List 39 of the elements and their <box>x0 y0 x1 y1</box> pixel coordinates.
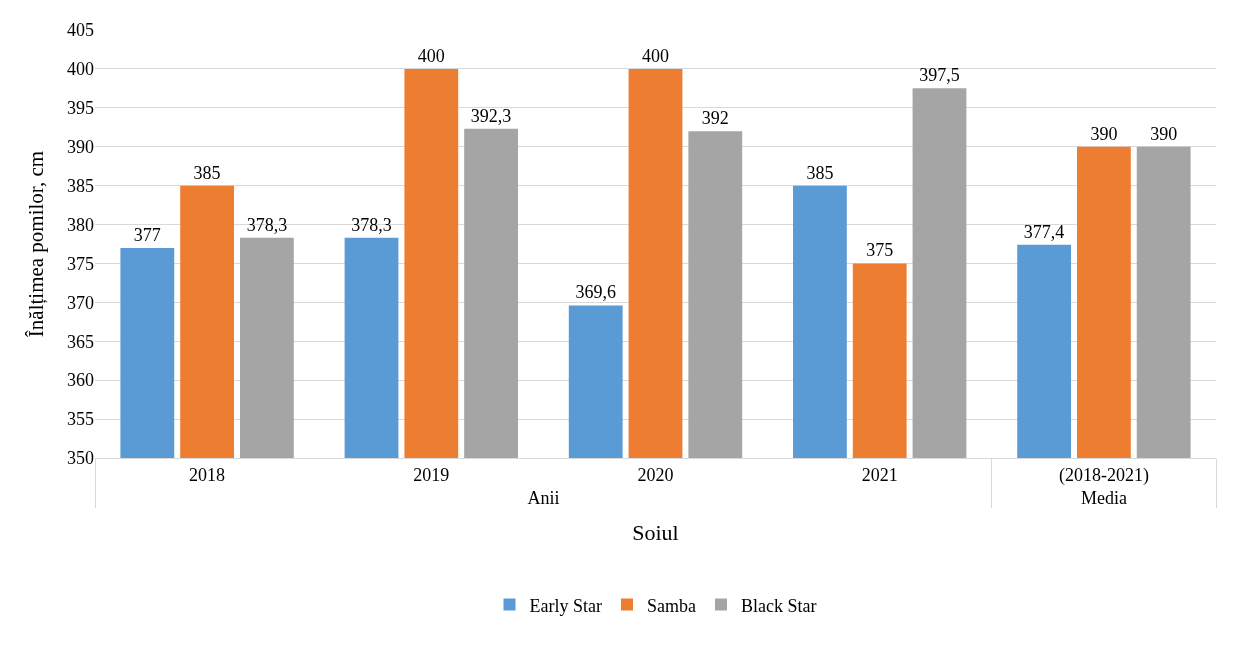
y-tick-label: 405 <box>67 20 94 41</box>
legend-label: Black Star <box>740 595 817 616</box>
data-label: 378,3 <box>351 214 392 235</box>
data-label: 369,6 <box>575 282 616 303</box>
y-axis-title: Înălțimea pomilor, cm <box>24 150 48 338</box>
data-label: 392 <box>701 108 729 129</box>
legend-label: Samba <box>646 595 696 616</box>
data-label: 378,3 <box>246 214 288 235</box>
data-label: 397,5 <box>919 65 960 86</box>
data-label: 377,4 <box>1023 221 1065 242</box>
y-tick-label: 350 <box>67 448 94 469</box>
data-label: 385 <box>806 162 834 183</box>
y-tick-label: 370 <box>67 292 94 313</box>
x-tick-label: 2019 <box>413 464 450 485</box>
data-label: 377 <box>133 224 161 245</box>
y-tick-label: 395 <box>67 98 94 119</box>
data-label: 400 <box>642 45 669 66</box>
x-tick-label: (2018-2021) <box>1058 464 1149 486</box>
data-label: 392,3 <box>470 105 512 126</box>
y-tick-label: 400 <box>67 59 94 80</box>
y-tick-label: 390 <box>67 137 94 158</box>
x-axis-title: Soiul <box>632 520 679 546</box>
y-tick-label: 365 <box>67 331 94 352</box>
text: Anii <box>527 487 560 508</box>
data-label: 375 <box>866 240 894 261</box>
legend-label: Early Star <box>529 595 602 616</box>
y-tick-label: 375 <box>67 253 94 274</box>
y-tick-label: 360 <box>67 370 94 391</box>
x-tick-label: 2021 <box>861 464 898 485</box>
data-label: 385 <box>193 162 221 183</box>
data-label: 390 <box>1150 123 1178 144</box>
text: Media <box>1080 487 1127 508</box>
data-label: 400 <box>417 45 445 66</box>
x-tick-label: 2018 <box>189 464 226 485</box>
x-tick-label: 2020 <box>637 464 674 485</box>
y-tick-label: 355 <box>67 409 94 430</box>
y-tick-label: 385 <box>67 175 94 196</box>
data-label: 390 <box>1090 123 1118 144</box>
y-tick-label: 380 <box>67 214 94 235</box>
